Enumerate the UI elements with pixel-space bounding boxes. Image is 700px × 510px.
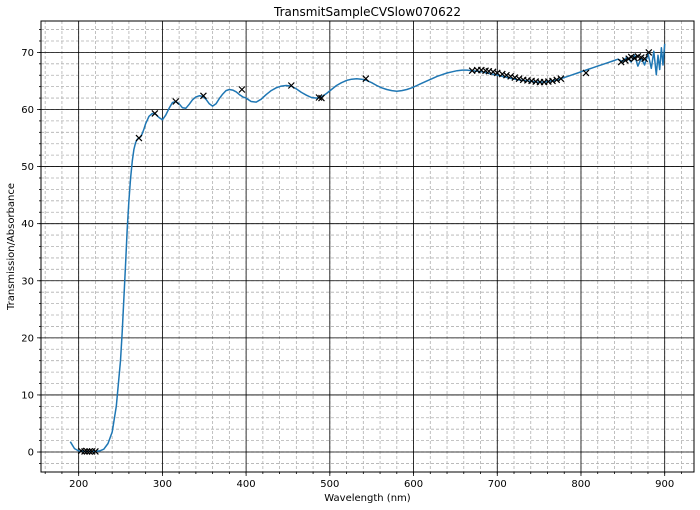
x-tick-label: 200: [69, 479, 88, 490]
x-tick-label: 800: [571, 479, 590, 490]
y-tick-label: 10: [21, 390, 34, 401]
y-tick-label: 50: [21, 162, 34, 173]
y-tick-label: 30: [21, 276, 34, 287]
y-tick-label: 70: [21, 48, 34, 59]
y-tick-label: 20: [21, 333, 34, 344]
x-tick-label: 600: [404, 479, 423, 490]
y-tick-label: 40: [21, 219, 34, 230]
y-tick-label: 60: [21, 105, 34, 116]
x-tick-label: 500: [320, 479, 339, 490]
y-axis-label: Transmission/Absorbance: [6, 183, 17, 311]
chart-title: TransmitSampleCVSlow070622: [273, 5, 461, 19]
x-tick-label: 300: [153, 479, 172, 490]
x-axis-label: Wavelength (nm): [324, 493, 410, 504]
x-tick-label: 400: [237, 479, 256, 490]
x-tick-label: 700: [488, 479, 507, 490]
y-tick-label: 0: [28, 448, 34, 459]
x-tick-label: 900: [655, 479, 674, 490]
